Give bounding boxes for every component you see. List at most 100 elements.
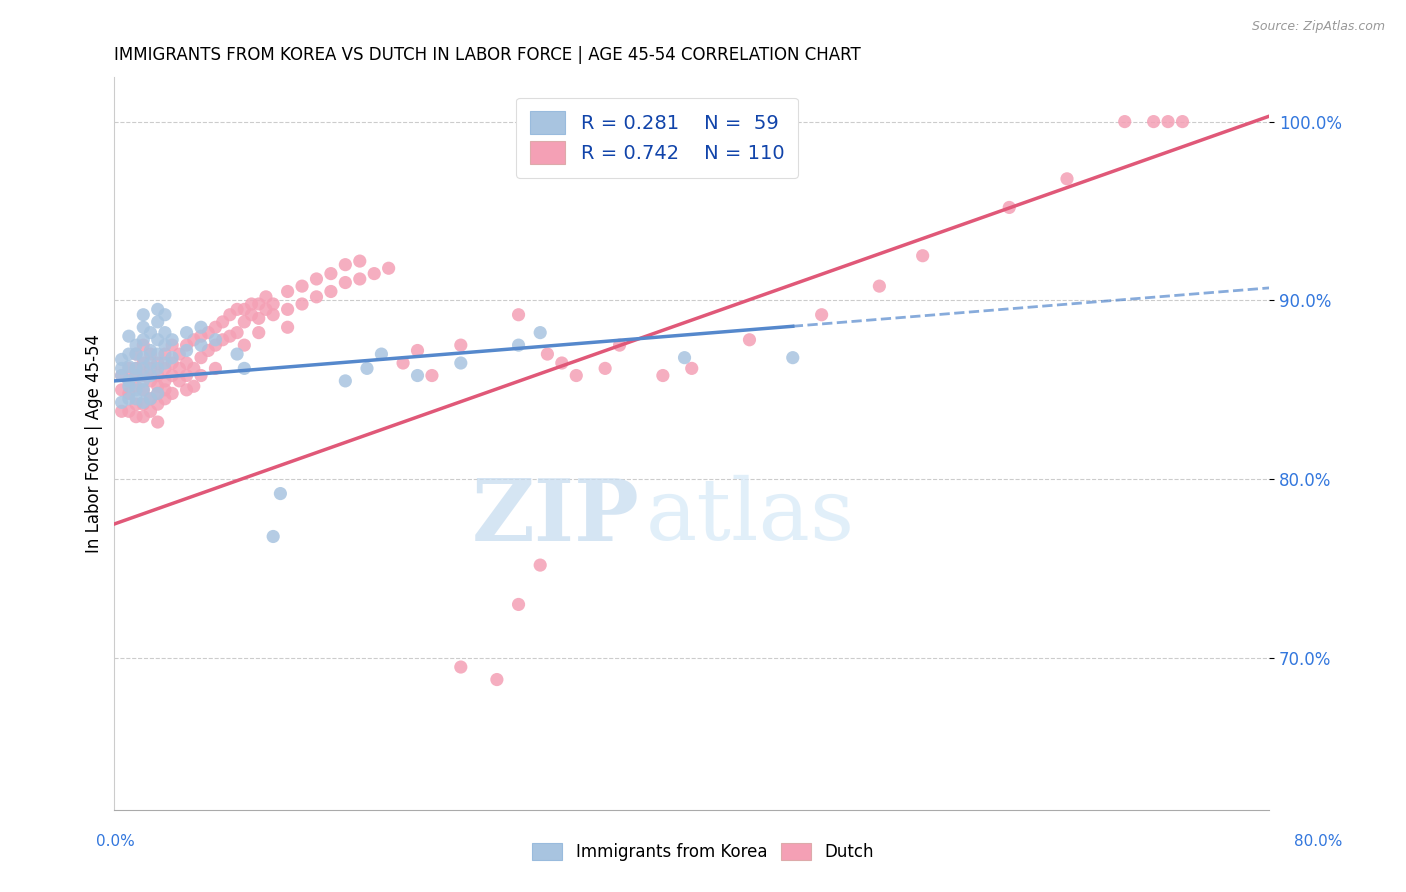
Point bbox=[233, 302, 256, 317]
Text: Source: ZipAtlas.com: Source: ZipAtlas.com bbox=[1251, 20, 1385, 33]
Point bbox=[536, 347, 558, 361]
Point bbox=[132, 383, 155, 397]
Point bbox=[247, 311, 270, 326]
Point bbox=[160, 351, 183, 365]
Point bbox=[132, 409, 155, 424]
Text: ZIP: ZIP bbox=[472, 475, 640, 558]
Point bbox=[169, 347, 191, 361]
Point bbox=[139, 368, 162, 383]
Point bbox=[176, 326, 198, 340]
Point bbox=[146, 333, 169, 347]
Point bbox=[998, 201, 1021, 215]
Point bbox=[132, 308, 155, 322]
Point bbox=[146, 397, 169, 411]
Point bbox=[111, 368, 134, 383]
Point bbox=[406, 368, 429, 383]
Point bbox=[356, 361, 378, 376]
Point bbox=[146, 379, 169, 393]
Point bbox=[153, 392, 176, 406]
Point bbox=[125, 368, 148, 383]
Point bbox=[277, 302, 299, 317]
Point bbox=[160, 368, 183, 383]
Point bbox=[153, 326, 176, 340]
Point bbox=[118, 404, 141, 418]
Point bbox=[125, 392, 148, 406]
Point bbox=[1056, 171, 1078, 186]
Point bbox=[132, 397, 155, 411]
Point bbox=[169, 374, 191, 388]
Point bbox=[335, 258, 357, 272]
Point bbox=[204, 320, 226, 334]
Point bbox=[226, 347, 249, 361]
Point bbox=[349, 272, 371, 286]
Point bbox=[111, 368, 134, 383]
Point bbox=[176, 338, 198, 352]
Point bbox=[132, 374, 155, 388]
Point bbox=[183, 379, 205, 393]
Point bbox=[233, 361, 256, 376]
Point bbox=[139, 392, 162, 406]
Point bbox=[132, 320, 155, 334]
Point bbox=[111, 395, 134, 409]
Point bbox=[508, 338, 530, 352]
Point bbox=[160, 333, 183, 347]
Point bbox=[211, 333, 233, 347]
Point bbox=[146, 356, 169, 370]
Point bbox=[609, 338, 631, 352]
Legend: R = 0.281    N =  59, R = 0.742    N = 110: R = 0.281 N = 59, R = 0.742 N = 110 bbox=[516, 97, 797, 178]
Point bbox=[377, 261, 399, 276]
Point bbox=[146, 386, 169, 401]
Point bbox=[254, 290, 277, 304]
Point bbox=[118, 379, 141, 393]
Point bbox=[125, 361, 148, 376]
Point bbox=[450, 660, 472, 674]
Point bbox=[233, 315, 256, 329]
Text: atlas: atlas bbox=[645, 475, 855, 558]
Point bbox=[651, 368, 673, 383]
Point bbox=[565, 368, 588, 383]
Point bbox=[125, 397, 148, 411]
Point bbox=[153, 356, 176, 370]
Point bbox=[406, 343, 429, 358]
Point bbox=[118, 374, 141, 388]
Point bbox=[370, 347, 392, 361]
Point bbox=[160, 338, 183, 352]
Point bbox=[1171, 114, 1194, 128]
Point bbox=[269, 486, 291, 500]
Point bbox=[139, 347, 162, 361]
Point bbox=[262, 297, 284, 311]
Point bbox=[190, 351, 212, 365]
Point bbox=[392, 356, 415, 370]
Point bbox=[247, 326, 270, 340]
Point bbox=[190, 320, 212, 334]
Point bbox=[146, 302, 169, 317]
Point bbox=[111, 361, 134, 376]
Point bbox=[190, 338, 212, 352]
Point bbox=[420, 368, 443, 383]
Point bbox=[118, 329, 141, 343]
Point bbox=[176, 343, 198, 358]
Point bbox=[160, 356, 183, 370]
Point bbox=[183, 361, 205, 376]
Point bbox=[125, 347, 148, 361]
Point bbox=[277, 285, 299, 299]
Point bbox=[254, 302, 277, 317]
Point bbox=[319, 285, 342, 299]
Point bbox=[125, 379, 148, 393]
Point bbox=[176, 383, 198, 397]
Point bbox=[160, 386, 183, 401]
Point bbox=[125, 368, 148, 383]
Point bbox=[508, 308, 530, 322]
Point bbox=[810, 308, 832, 322]
Point bbox=[153, 383, 176, 397]
Text: IMMIGRANTS FROM KOREA VS DUTCH IN LABOR FORCE | AGE 45-54 CORRELATION CHART: IMMIGRANTS FROM KOREA VS DUTCH IN LABOR … bbox=[114, 46, 860, 64]
Point bbox=[125, 409, 148, 424]
Point bbox=[132, 368, 155, 383]
Point bbox=[146, 386, 169, 401]
Point bbox=[139, 326, 162, 340]
Point bbox=[305, 272, 328, 286]
Legend: Immigrants from Korea, Dutch: Immigrants from Korea, Dutch bbox=[526, 836, 880, 868]
Point bbox=[204, 338, 226, 352]
Point bbox=[139, 356, 162, 370]
Point bbox=[118, 386, 141, 401]
